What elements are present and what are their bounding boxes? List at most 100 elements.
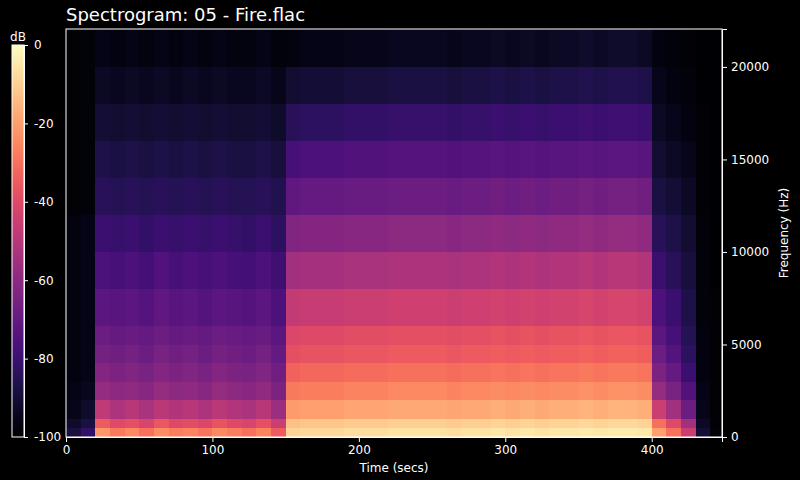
x-axis-line <box>67 438 723 443</box>
cell <box>432 418 447 428</box>
cell <box>169 29 184 67</box>
cell <box>227 428 242 437</box>
cell <box>652 215 667 253</box>
cell <box>461 326 476 345</box>
cell <box>637 141 652 179</box>
cell <box>696 67 711 105</box>
cell <box>447 29 462 67</box>
cell <box>388 252 403 290</box>
cell <box>212 104 227 142</box>
cell <box>227 67 242 105</box>
cell <box>169 289 184 327</box>
cell <box>608 252 623 290</box>
cell <box>520 289 535 327</box>
cell <box>242 400 257 419</box>
cell <box>256 363 271 382</box>
cell <box>242 141 257 179</box>
cell <box>110 67 125 105</box>
cell <box>286 400 301 419</box>
cell <box>95 418 110 428</box>
cell <box>491 428 506 437</box>
cell <box>242 178 257 216</box>
cell <box>388 418 403 428</box>
x-tick-label: 300 <box>494 443 517 457</box>
cell <box>344 141 359 179</box>
cell <box>256 141 271 179</box>
cell <box>81 344 96 363</box>
cell <box>212 344 227 363</box>
cell <box>549 252 564 290</box>
cell <box>212 141 227 179</box>
cell <box>564 29 579 67</box>
cell <box>491 178 506 216</box>
cell <box>81 215 96 253</box>
cell <box>476 400 491 419</box>
x-tick-mark <box>505 437 506 442</box>
cell <box>388 67 403 105</box>
cell <box>256 67 271 105</box>
cell <box>374 29 389 67</box>
cell <box>432 104 447 142</box>
cell <box>681 326 696 345</box>
cell <box>95 381 110 400</box>
cell <box>696 381 711 400</box>
cell <box>110 178 125 216</box>
cell <box>564 363 579 382</box>
y-tick-mark <box>722 159 727 160</box>
cell <box>520 178 535 216</box>
cell <box>169 363 184 382</box>
cell <box>622 29 637 67</box>
cell <box>564 252 579 290</box>
cell <box>95 141 110 179</box>
cell <box>432 363 447 382</box>
cell <box>271 104 286 142</box>
cell <box>388 215 403 253</box>
cell <box>666 67 681 105</box>
cell <box>300 252 315 290</box>
cell <box>139 289 154 327</box>
cell <box>520 344 535 363</box>
cell <box>637 178 652 216</box>
cell <box>286 363 301 382</box>
cell <box>183 381 198 400</box>
cell <box>66 428 81 437</box>
cell <box>286 29 301 67</box>
cell <box>432 381 447 400</box>
cell <box>681 428 696 437</box>
cell <box>242 104 257 142</box>
cell <box>125 400 140 419</box>
cell <box>227 29 242 67</box>
cell <box>652 363 667 382</box>
cell <box>432 67 447 105</box>
cell <box>212 326 227 345</box>
cell <box>183 29 198 67</box>
cell <box>564 326 579 345</box>
cell <box>300 326 315 345</box>
cell <box>315 215 330 253</box>
cell <box>696 141 711 179</box>
cell <box>505 363 520 382</box>
cell <box>227 400 242 419</box>
cell <box>681 363 696 382</box>
cell <box>388 363 403 382</box>
cell <box>549 344 564 363</box>
cell <box>300 381 315 400</box>
cell <box>579 428 594 437</box>
cell <box>505 428 520 437</box>
cell <box>491 326 506 345</box>
cell <box>95 252 110 290</box>
cell <box>212 215 227 253</box>
y-tick: 10000 <box>722 245 769 259</box>
cell <box>637 289 652 327</box>
cell <box>432 252 447 290</box>
cell <box>403 67 418 105</box>
cell <box>608 418 623 428</box>
y-tick-label: 20000 <box>731 60 769 74</box>
cell <box>95 178 110 216</box>
cell <box>535 428 550 437</box>
cell <box>520 363 535 382</box>
cell <box>403 29 418 67</box>
cell <box>505 381 520 400</box>
cell <box>271 178 286 216</box>
cell <box>66 344 81 363</box>
